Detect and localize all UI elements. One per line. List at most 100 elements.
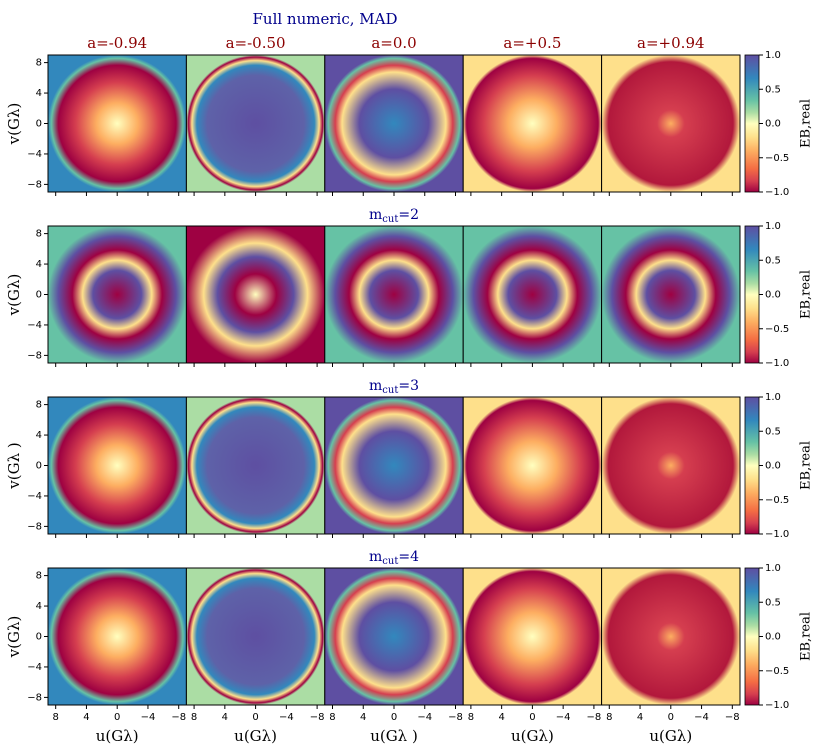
colorbar-tick-label: 1.0	[765, 563, 781, 574]
x-tick-label: 8	[606, 712, 612, 723]
row-title-base: m	[369, 378, 382, 394]
heatmap-panel	[324, 55, 464, 192]
x-tick-label: −8	[171, 712, 186, 723]
y-tick-label: 8	[36, 58, 42, 69]
y-tick-label: 4	[36, 430, 42, 441]
x-tick-label: 8	[468, 712, 474, 723]
heatmap-panel	[601, 226, 740, 363]
row-title-sub: cut	[382, 556, 398, 567]
x-axis-label: u(Gλ)	[234, 727, 277, 745]
y-tick-label: 4	[36, 259, 42, 270]
x-axis-label: u(Gλ)	[511, 727, 554, 745]
y-tick-label: −4	[27, 149, 42, 160]
y-tick-label: 4	[36, 88, 42, 99]
colorbar-tick-label: −1.0	[765, 358, 789, 369]
heatmap-panel	[324, 397, 464, 534]
x-tick-label: 0	[114, 712, 120, 723]
y-tick-label: 8	[36, 400, 42, 411]
x-tick-label: 4	[83, 712, 89, 723]
colorbar-tick-label: −1.0	[765, 187, 789, 198]
colorbar-tick-label: 0.0	[765, 461, 781, 472]
y-axis-label: v(Gλ)	[5, 274, 23, 317]
heatmap-panel	[186, 397, 325, 534]
heatmap-panel	[601, 55, 740, 192]
column-title: a=0.0	[371, 34, 416, 52]
y-tick-label: 8	[36, 229, 42, 240]
y-tick-label: 0	[36, 461, 42, 472]
heatmap-panel	[186, 226, 325, 363]
heatmap-panel	[48, 397, 187, 534]
x-tick-label: −4	[279, 712, 294, 723]
y-axis-label: v(Gλ)	[5, 616, 23, 659]
x-tick-label: 4	[360, 712, 366, 723]
x-tick-label: 8	[53, 712, 59, 723]
colorbar-tick-label: −1.0	[765, 529, 789, 540]
heatmap-panel	[48, 226, 187, 363]
colorbar	[744, 396, 760, 535]
y-tick-label: 0	[36, 119, 42, 130]
x-axis-label: u(Gλ )	[370, 727, 418, 745]
colorbar-tick-label: 0.0	[765, 119, 781, 130]
y-axis-label: v(Gλ )	[5, 442, 23, 489]
x-axis-label: u(Gλ)	[649, 727, 692, 745]
y-tick-label: 8	[36, 571, 42, 582]
y-tick-label: −8	[27, 692, 42, 703]
row-title-rest: =4	[398, 549, 419, 565]
heatmap-panel	[48, 55, 187, 192]
colorbar-label: EB,real	[799, 441, 814, 490]
y-tick-label: 4	[36, 601, 42, 612]
row-title-sub: cut	[382, 385, 398, 396]
x-tick-label: 0	[391, 712, 397, 723]
colorbar-tick-label: −0.5	[765, 495, 789, 506]
x-tick-label: 4	[637, 712, 643, 723]
colorbar-tick-label: 0.0	[765, 632, 781, 643]
x-tick-label: 8	[329, 712, 335, 723]
row-title: mcut=4	[369, 549, 419, 567]
row-title-rest: =2	[398, 207, 419, 223]
colorbar-tick-label: −0.5	[765, 153, 789, 164]
heatmap-panel	[601, 397, 740, 534]
figure-title: Full numeric, MAD	[253, 10, 398, 28]
colorbar-tick-label: −0.5	[765, 324, 789, 335]
y-tick-label: −4	[27, 491, 42, 502]
colorbar-tick-label: 1.0	[765, 392, 781, 403]
x-tick-label: 0	[668, 712, 674, 723]
x-tick-label: −4	[417, 712, 432, 723]
row-title: mcut=3	[369, 378, 419, 396]
colorbar-tick-label: −1.0	[765, 700, 789, 711]
colorbar-tick-label: 1.0	[765, 50, 781, 61]
x-tick-label: 4	[222, 712, 228, 723]
column-title: a=+0.5	[503, 34, 561, 52]
row-title-sub: cut	[382, 214, 398, 225]
y-tick-label: −8	[27, 521, 42, 532]
row-title-rest: =3	[398, 378, 419, 394]
y-tick-label: 0	[36, 290, 42, 301]
x-tick-label: 4	[498, 712, 504, 723]
row-title: mcut=2	[369, 207, 419, 225]
colorbar	[744, 54, 760, 193]
x-tick-label: 0	[252, 712, 258, 723]
y-tick-label: −4	[27, 320, 42, 331]
heatmap-panel	[186, 568, 325, 705]
colorbar-tick-label: 0.5	[765, 255, 781, 266]
heatmap-panel	[324, 226, 464, 363]
row-title-base: m	[369, 207, 382, 223]
colorbar-tick-label: −0.5	[765, 666, 789, 677]
colorbar-tick-label: 0.5	[765, 597, 781, 608]
column-title: a=-0.94	[87, 34, 147, 52]
x-tick-label: −8	[725, 712, 740, 723]
y-tick-label: 0	[36, 632, 42, 643]
column-title: a=-0.50	[226, 34, 286, 52]
y-tick-label: −8	[27, 179, 42, 190]
x-axis-label: u(Gλ)	[96, 727, 139, 745]
colorbar	[744, 567, 760, 706]
colorbar-label: EB,real	[799, 612, 814, 661]
x-tick-label: −4	[141, 712, 156, 723]
heatmap-panel	[463, 55, 602, 192]
colorbar-label: EB,real	[799, 270, 814, 319]
heatmap-panel	[463, 226, 602, 363]
x-tick-label: −4	[556, 712, 571, 723]
x-tick-label: −8	[587, 712, 602, 723]
row-title-base: m	[369, 549, 382, 565]
